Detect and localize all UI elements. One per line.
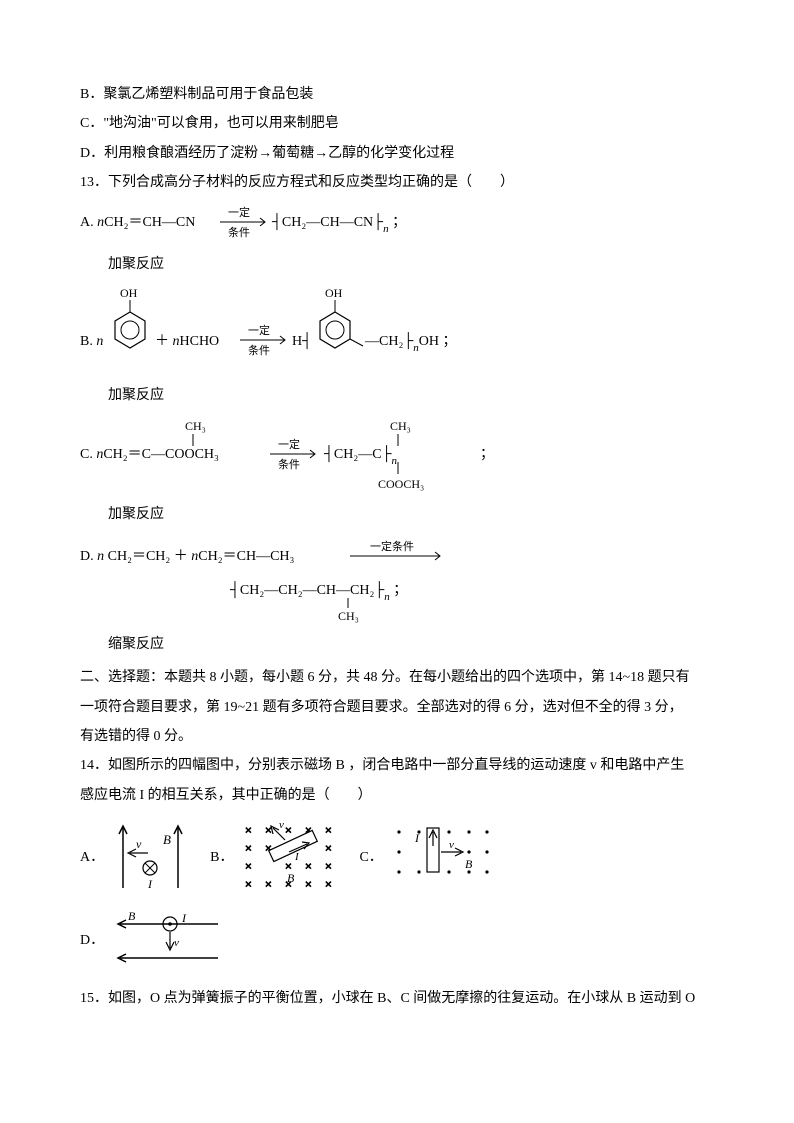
svg-text:OH: OH [120,286,138,300]
label-jiaju-c: 加聚反应 [80,500,714,529]
svg-text:×: × [305,877,312,891]
svg-text:×: × [265,877,272,891]
q14-opt-b: B． ××××× ××× ×××× ××××× v [210,818,347,898]
svg-text:—CH₂├nOH ；: —CH₂├nOH ； [364,332,456,354]
label-jiaju-b: 加聚反应 [80,381,714,410]
q14-opt-c: C． I v B [359,818,496,898]
label-suoju-d: 缩聚反应 [80,630,714,659]
svg-text:×: × [265,823,272,837]
svg-text:一定: 一定 [278,437,300,451]
section-2-line1: 二、选择题：本题共 8 小题，每小题 6 分，共 48 分。在每小题给出的四个选… [80,663,714,692]
svg-text:条件: 条件 [248,343,270,357]
section-2-line3: 有选错的得 0 分。 [80,722,714,751]
svg-text:CH₃: CH₃ [185,419,206,433]
question-14-line1: 14．如图所示的四幅图中，分别表示磁场 B ，闭合电路中一部分直导线的运动速度 … [80,751,714,780]
q14-opt-d: D． B I v [80,906,228,976]
svg-text:×: × [245,841,252,855]
svg-text:┤CH₂—C├n: ┤CH₂—C├n [323,445,398,467]
svg-text:B: B [163,832,171,847]
svg-text:；: ； [480,447,494,462]
label-jiaju-a: 加聚反应 [80,250,714,279]
svg-text:I: I [294,851,300,863]
fig-d-svg: B I v [108,906,228,976]
svg-text:CH₃: CH₃ [390,419,411,433]
chem-option-c: CH₃ C. nCH₂＝C—COOCH₃ 一定 条件 CH₃ ┤CH₂—C├n … [80,416,714,494]
svg-text:条件: 条件 [228,225,250,239]
opt-d-label: D． [80,926,104,955]
section-2-line2: 一项符合题目要求，第 19~21 题有多项符合题目要求。全部选对的得 6 分，选… [80,693,714,722]
svg-text:×: × [325,859,332,873]
chem-d-svg-1: D. n CH₂＝CH₂ ＋ nCH₂＝CH—CH₃ 一定条件 [80,536,600,576]
opt-c-label: C． [359,843,382,872]
opt-a-label: A． [80,843,104,872]
fig-b-svg: ××××× ××× ×××× ××××× v I B [237,818,347,898]
svg-text:条件: 条件 [278,457,300,471]
svg-text:I: I [181,911,187,925]
option-b: B．聚氯乙烯塑料制品可用于食品包装 [80,80,714,109]
svg-text:×: × [325,841,332,855]
svg-text:×: × [325,877,332,891]
svg-text:×: × [245,859,252,873]
svg-text:v: v [449,839,454,851]
svg-text:一定: 一定 [228,205,250,219]
svg-text:一定条件: 一定条件 [370,539,414,553]
svg-text:COOCH₃: COOCH₃ [378,477,424,491]
fig-c-svg: I v B [387,818,497,898]
svg-text:B. n: B. n [80,334,103,349]
svg-text:＋ nHCHO: ＋ nHCHO [155,334,219,349]
chem-option-d: D. n CH₂＝CH₂ ＋ nCH₂＝CH—CH₃ 一定条件 ┤CH₂—CH₂… [80,536,714,624]
svg-text:D. n CH₂＝CH₂ ＋ nCH₂＝CH—CH₃: D. n CH₂＝CH₂ ＋ nCH₂＝CH—CH₃ [80,549,295,564]
chem-a-svg: A. nCH₂＝CH—CN 一定 条件 ┤CH₂—CH—CN├n ； [80,204,500,244]
svg-text:×: × [325,823,332,837]
question-15: 15．如图，O 点为弹簧振子的平衡位置，小球在 B、C 间做无摩擦的往复运动。在… [80,984,714,1013]
svg-text:┤CH₂—CH—CN├n ；: ┤CH₂—CH—CN├n ； [271,213,406,235]
q14-opt-a: A． v B I [80,818,198,898]
svg-text:v: v [136,837,142,851]
svg-text:×: × [245,877,252,891]
svg-text:一定: 一定 [248,323,270,337]
svg-text:B: B [287,871,295,885]
svg-text:B: B [465,857,473,871]
option-c: C．"地沟油"可以食用，也可以用来制肥皂 [80,109,714,138]
fig-a-svg: v B I [108,818,198,898]
svg-text:×: × [285,823,292,837]
svg-text:C. nCH₂＝C—COOCH₃: C. nCH₂＝C—COOCH₃ [80,447,219,462]
chem-option-a: A. nCH₂＝CH—CN 一定 条件 ┤CH₂—CH—CN├n ； [80,204,714,244]
svg-text:v: v [279,819,284,831]
svg-text:I: I [147,877,153,891]
svg-text:H┤: H┤ [292,332,312,350]
chem-d-svg-2: ┤CH₂—CH₂—CH—CH₂├n ； CH₃ [80,576,600,624]
svg-text:×: × [305,859,312,873]
svg-text:┤CH₂—CH₂—CH—CH₂├n ；: ┤CH₂—CH₂—CH—CH₂├n ； [229,581,407,603]
q14-options-row1: A． v B I B． [80,818,714,898]
chem-b-svg: B. n OH ＋ nHCHO 一定 条件 H┤ OH —CH₂├nOH ； [80,285,600,375]
svg-text:CH₃: CH₃ [338,609,359,623]
chem-option-b: B. n OH ＋ nHCHO 一定 条件 H┤ OH —CH₂├nOH ； [80,285,714,375]
question-14-line2: 感应电流 I 的相互关系，其中正确的是（ ） [80,781,714,810]
q14-options-row2: D． B I v [80,906,714,976]
svg-text:B: B [128,909,136,923]
svg-text:v: v [174,937,179,949]
question-13: 13．下列合成高分子材料的反应方程式和反应类型均正确的是（ ） [80,168,714,197]
svg-text:OH: OH [325,286,343,300]
opt-b-label: B． [210,843,233,872]
option-d: D．利用粮食酿酒经历了淀粉→葡萄糖→乙醇的化学变化过程 [80,139,714,168]
chem-c-svg: CH₃ C. nCH₂＝C—COOCH₃ 一定 条件 CH₃ ┤CH₂—C├n … [80,416,600,494]
svg-text:×: × [245,823,252,837]
svg-text:A. nCH₂＝CH—CN: A. nCH₂＝CH—CN [80,215,195,230]
